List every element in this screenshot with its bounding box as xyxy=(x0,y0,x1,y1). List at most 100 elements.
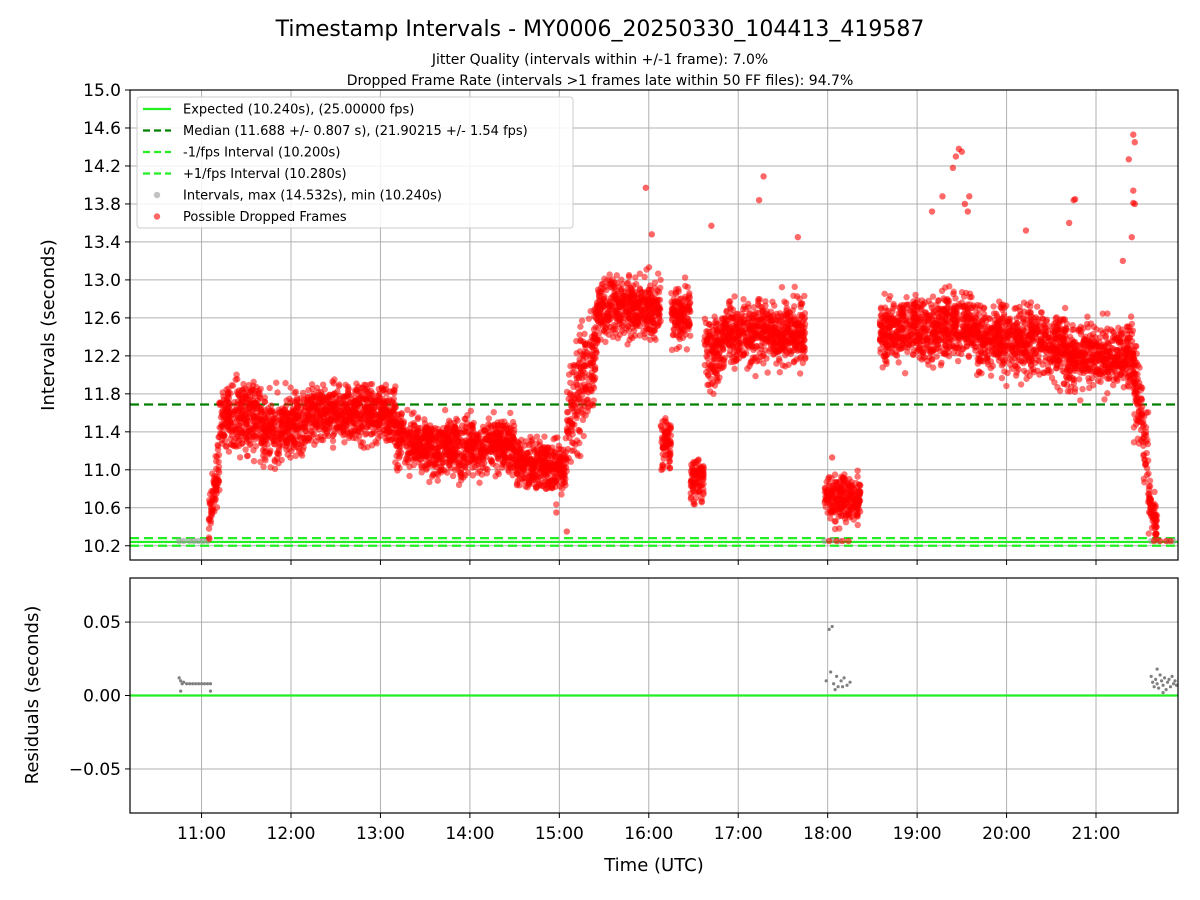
dropped-frame-point xyxy=(505,437,512,444)
interval-point xyxy=(821,537,828,545)
dropped-frame-point xyxy=(258,439,265,447)
dropped-frame-point xyxy=(404,406,411,414)
dropped-frame-point xyxy=(664,462,672,470)
dropped-frame-point xyxy=(720,361,728,368)
dropped-frame-point xyxy=(549,482,556,489)
dropped-frame-point xyxy=(466,433,473,441)
dropped-frame-point xyxy=(802,354,809,361)
dropped-frame-point xyxy=(321,386,328,393)
dropped-frame-point xyxy=(668,346,676,354)
dropped-frame-point xyxy=(395,411,402,418)
interval-point xyxy=(186,537,193,545)
dropped-frame-point xyxy=(213,490,220,497)
dropped-frame-point xyxy=(352,425,360,432)
dropped-frame-point xyxy=(692,494,700,502)
dropped-frame-point xyxy=(693,488,701,495)
dropped-frame-point xyxy=(364,385,371,392)
dropped-frame-point xyxy=(223,442,230,450)
dropped-frame-point xyxy=(584,396,591,403)
dropped-frame-point xyxy=(376,425,383,433)
dropped-frame-point xyxy=(580,381,587,388)
dropped-frame-point xyxy=(229,382,237,389)
dropped-frame-point xyxy=(594,303,601,310)
dropped-frame-point xyxy=(450,428,457,435)
dropped-frame-point xyxy=(563,388,571,396)
dropped-frame-point xyxy=(726,347,734,355)
dropped-frame-point xyxy=(233,428,240,436)
dropped-frame-point xyxy=(405,450,412,457)
dropped-frame-point xyxy=(293,425,300,433)
dropped-frame-point xyxy=(237,433,245,440)
dropped-frame-point xyxy=(801,329,809,336)
dropped-frame-point xyxy=(786,309,793,316)
dropped-frame-point xyxy=(509,418,517,426)
dropped-frame-point xyxy=(654,322,661,329)
dropped-frame-point xyxy=(410,409,417,416)
dropped-frame-point xyxy=(527,474,534,482)
dropped-frame-point xyxy=(377,405,385,412)
dropped-frame-point xyxy=(303,427,310,435)
dropped-frame-point xyxy=(687,332,694,339)
interval-point xyxy=(180,537,187,545)
dropped-frame-point xyxy=(581,373,589,380)
dropped-frame-point xyxy=(704,349,711,356)
dropped-frame-point xyxy=(769,298,776,305)
dropped-frame-point xyxy=(426,478,433,486)
dropped-frame-point xyxy=(760,360,767,367)
dropped-frame-point xyxy=(747,323,755,331)
dropped-frame-point xyxy=(432,463,439,470)
dropped-frame-point xyxy=(219,422,226,430)
dropped-frame-point xyxy=(669,301,676,308)
dropped-frame-point xyxy=(512,451,519,458)
dropped-frame-point xyxy=(620,292,628,300)
dropped-frame-point xyxy=(681,293,689,301)
dropped-frame-point xyxy=(410,448,417,455)
dropped-frame-point xyxy=(664,429,671,436)
dropped-frame-point xyxy=(838,482,846,489)
dropped-frame-point xyxy=(533,440,540,447)
dropped-frame-point xyxy=(641,330,648,337)
dropped-frame-point xyxy=(244,429,251,436)
dropped-frame-point xyxy=(333,401,341,408)
dropped-frame-point xyxy=(707,362,714,370)
dropped-frame-point xyxy=(353,398,360,405)
dropped-frame-point xyxy=(253,424,260,432)
dropped-frame-point xyxy=(588,342,595,349)
dropped-frame-point xyxy=(842,518,850,526)
dropped-frame-point xyxy=(671,307,678,315)
dropped-frame-point xyxy=(595,312,602,319)
dropped-frame-point xyxy=(370,408,377,416)
dropped-frame-point xyxy=(307,397,315,404)
dropped-frame-point xyxy=(597,336,604,343)
dropped-frame-point xyxy=(841,477,848,484)
dropped-frame-point xyxy=(591,366,599,374)
dropped-frame-point xyxy=(485,415,493,422)
dropped-frame-point xyxy=(517,440,524,448)
dropped-frame-point xyxy=(480,427,488,434)
dropped-frame-point xyxy=(796,355,803,362)
dropped-frame-point xyxy=(216,400,223,407)
dropped-frame-point xyxy=(469,472,477,479)
dropped-frame-point xyxy=(750,304,757,311)
dropped-frame-point xyxy=(728,327,735,335)
dropped-frame-point xyxy=(659,463,666,471)
dropped-frame-point xyxy=(513,469,521,477)
dropped-frame-point xyxy=(852,496,859,503)
dropped-frame-point xyxy=(592,346,600,354)
dropped-frame-point xyxy=(479,443,487,450)
dropped-frame-point xyxy=(205,534,213,541)
dropped-frame-point xyxy=(243,452,251,460)
dropped-frame-point xyxy=(446,461,453,469)
dropped-frame-point xyxy=(433,445,440,453)
dropped-frame-point xyxy=(616,303,624,311)
dropped-frame-point xyxy=(314,422,321,429)
dropped-frame-point xyxy=(513,481,521,489)
dropped-frame-point xyxy=(608,302,616,309)
dropped-frame-point xyxy=(437,428,445,436)
dropped-frame-point xyxy=(707,341,715,348)
dropped-frame-point xyxy=(463,424,470,432)
dropped-frame-point xyxy=(733,324,741,332)
dropped-frame-point xyxy=(518,456,525,463)
dropped-frame-point xyxy=(570,401,577,408)
dropped-frame-point xyxy=(205,525,213,532)
